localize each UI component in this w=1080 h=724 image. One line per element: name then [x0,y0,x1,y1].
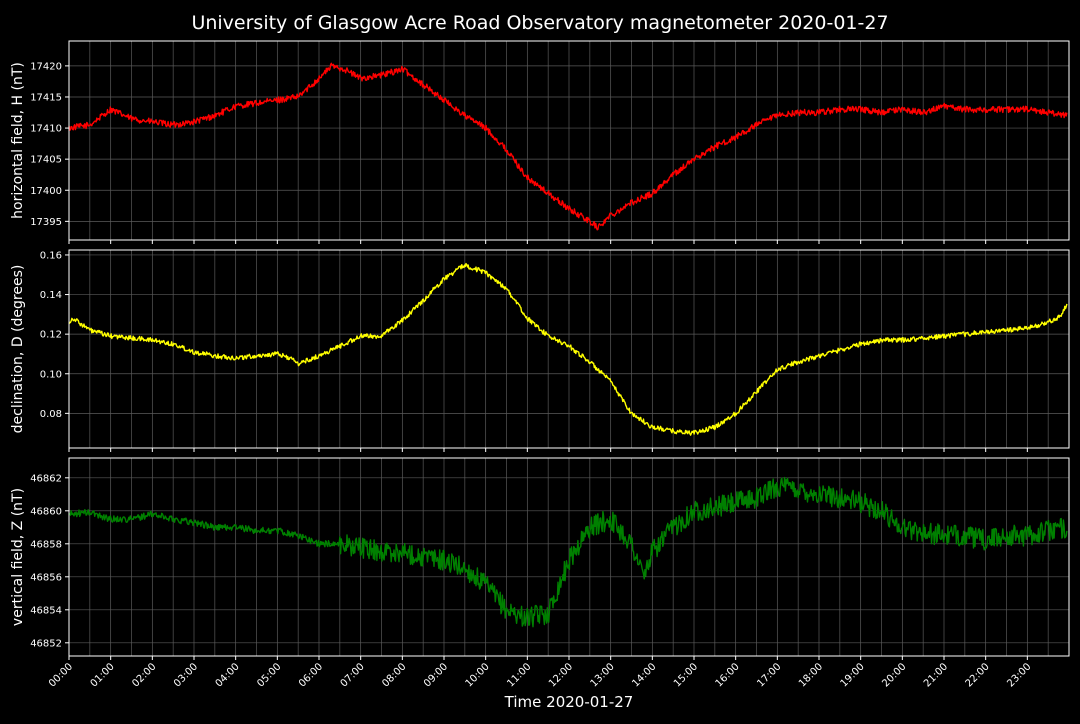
y-tick-label: 46856 [30,572,62,583]
y-tick-label: 0.08 [40,409,62,420]
y-axis-label: declination, D (degrees) [10,265,26,434]
y-tick-label: 0.12 [40,330,62,341]
y-tick-label: 46858 [30,539,62,550]
axes-frame [68,457,1070,657]
y-tick-label: 0.10 [40,369,62,380]
y-tick-label: 0.16 [40,250,62,261]
x-axis-label: Time 2020-01-27 [504,693,634,711]
y-tick-label: 0.14 [40,290,62,301]
axes-frame [68,40,1070,241]
y-tick-label: 46852 [30,638,62,649]
y-tick-label: 17395 [30,217,62,228]
axes-frame [68,249,1070,449]
chart-title: University of Glasgow Acre Road Observat… [191,12,888,34]
y-tick-label: 17410 [30,124,62,135]
y-tick-label: 17415 [30,92,62,103]
y-tick-label: 46860 [30,506,62,517]
series-line [68,62,1068,231]
panel-1: 17395 17400 17405 17410 17415 17420 horizontal… [10,40,1070,244]
y-tick-label: 17420 [30,61,62,72]
y-axis-label: horizontal field, H (nT) [10,62,26,219]
y-axis-label: vertical field, Z (nT) [10,488,26,626]
panel-2: 0.08 0.10 0.12 0.14 0.16 declination, D (degr… [10,249,1070,452]
panel-3: 46852 46854 46856 46858 46860 46862 vertical f… [10,457,1070,660]
y-tick-label: 17400 [30,186,62,197]
series-line [68,262,1068,436]
y-tick-label: 17405 [30,155,62,166]
y-tick-label: 46862 [30,473,62,484]
series-line [68,476,1068,628]
y-tick-label: 46854 [30,605,62,616]
